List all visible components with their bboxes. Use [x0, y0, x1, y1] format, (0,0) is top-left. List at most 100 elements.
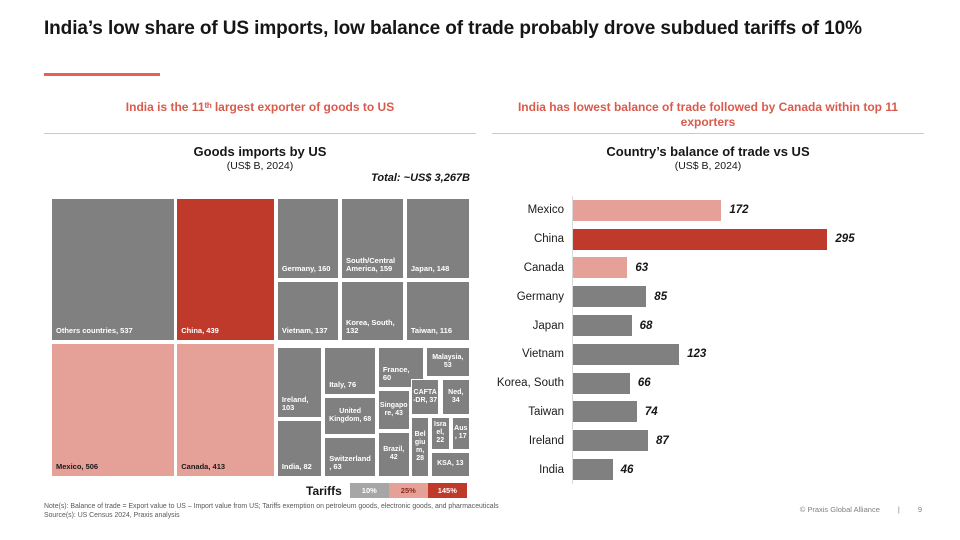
treemap-cell-label: CAFTA-DR, 37	[413, 388, 438, 404]
bar-value-label: 63	[635, 261, 649, 274]
bar-category-label: Korea, South	[496, 377, 564, 390]
bar-row-korea-south: Korea, South 66	[492, 368, 924, 398]
treemap-cell-aus: Aus, 17	[451, 416, 470, 450]
right-panel-divider	[492, 133, 924, 134]
treemap-cell-label: Aus, 17	[454, 425, 468, 441]
bar-china	[573, 228, 828, 250]
treemap-cell-japan: Japan, 148	[405, 198, 470, 279]
treemap-cell-label: France, 60	[382, 364, 410, 383]
bar-value-label: 123	[687, 348, 707, 361]
treemap-cell-label: KSA, 13	[437, 460, 464, 468]
treemap-cell-canada: Canada, 413	[176, 342, 276, 477]
bar-value-label: 172	[729, 204, 749, 217]
right-panel: India has lowest balance of trade follow…	[492, 100, 924, 484]
bar-category-label: India	[539, 463, 564, 476]
slide-title: India’s low share of US imports, low bal…	[44, 18, 862, 39]
left-panel: India is the 11ᵗʰ largest exporter of go…	[44, 100, 476, 477]
treemap-title-block: Goods imports by US (US$ B, 2024)	[44, 144, 476, 172]
bar-india	[573, 459, 613, 481]
footer-right: © Praxis Global Alliance | 9	[800, 505, 922, 514]
bar-ireland	[573, 430, 649, 452]
treemap-cell-malaysia: Malaysia, 53	[425, 346, 470, 378]
bar-chart-title-block: Country’s balance of trade vs US (US$ B,…	[492, 144, 924, 172]
left-panel-heading: India is the 11ᵗʰ largest exporter of go…	[125, 100, 395, 114]
treemap-cell-india: India, 82	[276, 419, 322, 477]
bar-category-label: Japan	[532, 319, 564, 332]
treemap-cell-label: Canada, 413	[181, 462, 226, 472]
treemap-cell-germany: Germany, 160	[276, 198, 339, 279]
balance-of-trade-bar-chart: Mexico 172 China 295 Canada 63 Germany 8…	[492, 196, 924, 484]
bar-chart-subtitle: (US$ B, 2024)	[674, 160, 742, 172]
bar-korea-south	[573, 372, 630, 394]
bar-track: 66	[572, 368, 924, 398]
treemap-cell-cafta-dr: CAFTA-DR, 37	[410, 378, 440, 416]
treemap-cell-others-countries: Others countries, 537	[51, 198, 176, 341]
bar-value-label: 87	[656, 434, 669, 447]
bar-track: 63	[572, 253, 924, 283]
treemap-cell-label: Ned, 34	[448, 388, 464, 404]
title-underline	[44, 73, 160, 76]
bar-track: 295	[572, 224, 924, 254]
footer-notes: Note(s): Balance of trade = Export value…	[44, 502, 499, 521]
treemap-cell-ned: Ned, 34	[441, 378, 470, 416]
tariff-legend-10: 10%	[349, 483, 389, 498]
treemap-cell-singapore: Singapore, 43	[377, 389, 410, 431]
treemap-cell-label: United Kingdom, 68	[329, 407, 372, 423]
treemap-cell-label: Taiwan, 116	[410, 326, 453, 336]
treemap-cell-label: Others countries, 537	[56, 326, 133, 336]
bar-category-label: Ireland	[528, 434, 564, 447]
bar-mexico	[573, 199, 722, 221]
bar-value-label: 46	[620, 463, 634, 476]
bar-canada	[573, 257, 628, 279]
treemap-cell-china: China, 439	[176, 198, 276, 341]
bar-row-ireland: Ireland 87	[492, 426, 924, 456]
treemap-cell-label: South/Central America, 159	[345, 255, 396, 274]
bar-taiwan	[573, 401, 637, 423]
footer-copyright: © Praxis Global Alliance	[799, 505, 880, 514]
treemap-cell-france: France, 60	[377, 346, 424, 388]
treemap-cell-switzerland: Switzerland, 63	[324, 436, 377, 477]
bar-category-label: Taiwan	[528, 405, 564, 418]
treemap-cell-south-central-america: South/Central America, 159	[340, 198, 404, 279]
tariff-legend-145: 145%	[427, 483, 467, 498]
treemap-cell-label: Ireland, 103	[281, 394, 309, 413]
treemap-cell-label: Israel, 22	[434, 421, 447, 445]
tariff-legend: Tariffs 10% 25% 145%	[306, 483, 467, 498]
bar-track: 87	[572, 426, 924, 456]
treemap-cell-label: India, 82	[281, 462, 312, 472]
bar-row-germany: Germany 85	[492, 282, 924, 312]
treemap-cell-israel: Israel, 22	[430, 416, 450, 450]
bar-row-japan: Japan 68	[492, 311, 924, 340]
treemap-cell-label: Vietnam, 137	[281, 326, 328, 336]
bar-germany	[573, 286, 647, 308]
treemap-cell-brazil: Brazil, 42	[377, 431, 410, 477]
bar-row-vietnam: Vietnam 123	[492, 339, 924, 369]
treemap-cell-label: Japan, 148	[410, 264, 450, 274]
tariff-legend-title: Tariffs	[306, 483, 342, 498]
treemap-cell-label: Switzerland, 63	[329, 453, 371, 472]
treemap-cell-label: Germany, 160	[281, 264, 331, 274]
bar-category-label: Canada	[523, 261, 564, 274]
bar-category-label: Mexico	[527, 204, 564, 217]
treemap-cell-label: Singapore, 43	[379, 401, 408, 417]
bar-category-label: Germany	[516, 290, 564, 303]
bar-track: 68	[572, 311, 924, 340]
treemap-cell-label: Italy, 76	[329, 380, 357, 390]
treemap-subtitle: (US$ B, 2024)	[226, 160, 294, 172]
treemap-cell-ireland: Ireland, 103	[276, 346, 322, 418]
bar-japan	[573, 315, 632, 337]
treemap-total-label: Total: ~US$ 3,267B	[371, 172, 470, 184]
treemap-cell-taiwan: Taiwan, 116	[405, 280, 470, 341]
imports-treemap: Others countries, 537 China, 439 Mexico,…	[51, 198, 470, 477]
treemap-cell-united-kingdom: United Kingdom, 68	[324, 396, 377, 436]
treemap-cell-belgium: Belgium, 28	[410, 416, 430, 477]
bar-row-taiwan: Taiwan 74	[492, 397, 924, 427]
treemap-cell-label: Malaysia, 53	[432, 354, 464, 370]
treemap-cell-italy: Italy, 76	[324, 346, 377, 395]
treemap-title: Goods imports by US	[193, 144, 327, 159]
bar-track: 46	[572, 455, 924, 484]
bar-category-label: China	[533, 233, 564, 246]
bar-track: 123	[572, 339, 924, 369]
bar-row-mexico: Mexico 172	[492, 196, 924, 225]
